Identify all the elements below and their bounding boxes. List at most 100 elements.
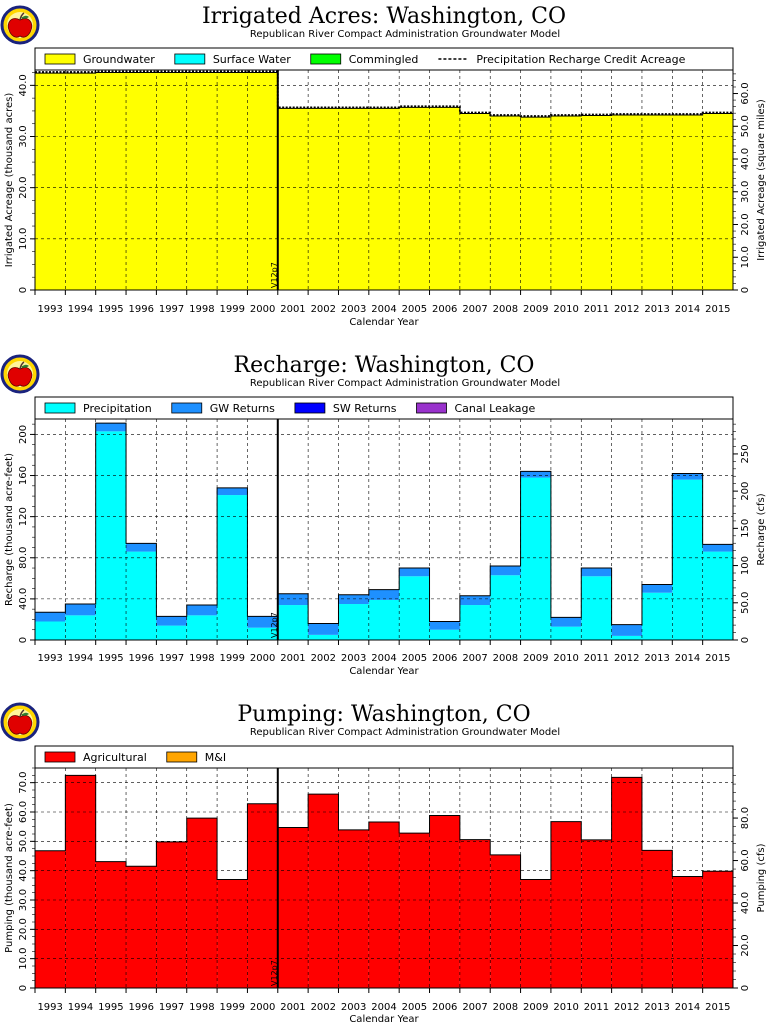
irrigated-bar-groundwater-1995: [95, 72, 127, 290]
pumping-xlabel: Calendar Year: [349, 1014, 419, 1024]
recharge-bar-gw-returns-2007: [459, 595, 491, 606]
irrigated-xtick-label-2004: 2004: [371, 304, 396, 315]
recharge-bar-precipitation-2003: [338, 604, 369, 640]
irrigated-xtick-label-2010: 2010: [553, 304, 578, 315]
recharge-xtick-label-2004: 2004: [371, 653, 396, 664]
pumping-bar-agricultural-1996: [126, 866, 157, 988]
recharge-bar-precipitation-2005: [399, 576, 430, 640]
recharge-bar-precipitation-2002: [308, 634, 339, 640]
irrigated-chart: Irrigated Acres: Washington, CORepublica…: [4, 4, 767, 328]
pumping-bar-agricultural-2001: [277, 827, 309, 988]
irrigated-subtitle: Republican River Compact Administration …: [250, 29, 560, 40]
irrigated-bar-groundwater-2014: [672, 115, 703, 290]
irrigated-legend-label-1: Surface Water: [213, 53, 291, 66]
recharge-bar-gw-returns-1999: [217, 487, 248, 496]
recharge-xlabel: Calendar Year: [349, 666, 419, 677]
recharge-xtick-label-2001: 2001: [280, 653, 305, 664]
recharge-bar-gw-returns-1996: [126, 543, 157, 552]
irrigated-bar-groundwater-1998: [186, 72, 218, 290]
recharge-apple-logo-icon: [0, 354, 40, 394]
logo-apple-stem: [19, 361, 25, 370]
recharge-y2tick-label-5: 250: [740, 444, 751, 463]
recharge-y2tick-label-2: 100: [740, 556, 751, 575]
logo-apple: [7, 367, 33, 387]
recharge-bar-precipitation-2009: [520, 477, 551, 640]
recharge-xtick-label-2002: 2002: [311, 653, 336, 664]
irrigated-bar-groundwater-2000: [247, 72, 278, 290]
recharge-xtick-label-2011: 2011: [584, 653, 609, 664]
irrigated-xtick-label-2013: 2013: [644, 304, 669, 315]
recharge-bar-gw-returns-2006: [429, 621, 460, 630]
recharge-bar-gw-returns-1997: [156, 616, 187, 626]
pumping-y2tick-label-1: 20.0: [740, 934, 751, 956]
recharge-ytick-label-1: 40.0: [18, 588, 29, 610]
pumping-bar-agricultural-2013: [641, 850, 673, 988]
recharge-title: Recharge: Washington, CO: [234, 353, 535, 378]
recharge-bar-precipitation-1993: [35, 621, 66, 640]
irrigated-version-marker-label: V12p7: [270, 262, 279, 288]
irrigated-bar-groundwater-2001: [277, 108, 309, 290]
irrigated-xtick-label-1995: 1995: [98, 304, 123, 315]
irrigated-xtick-label-2014: 2014: [675, 304, 700, 315]
irrigated-bar-groundwater-2013: [641, 115, 673, 290]
pumping-xtick-label-2011: 2011: [584, 1002, 609, 1013]
recharge-xtick-label-1995: 1995: [98, 653, 123, 664]
recharge-y2tick-label-3: 150: [740, 519, 751, 538]
irrigated-xtick-label-2015: 2015: [705, 304, 730, 315]
irrigated-xtick-label-2007: 2007: [462, 304, 487, 315]
pumping-xtick-label-2010: 2010: [553, 1002, 578, 1013]
irrigated-legend-label-0: Groundwater: [83, 53, 155, 66]
recharge-bar-precipitation-2011: [581, 576, 612, 640]
irrigated-legend-label-3: Precipitation Recharge Credit Acreage: [476, 53, 685, 66]
recharge-bar-precipitation-2013: [641, 592, 673, 640]
recharge-xtick-label-2006: 2006: [432, 653, 457, 664]
irrigated-xtick-label-1998: 1998: [189, 304, 214, 315]
recharge-bar-precipitation-1995: [95, 431, 127, 640]
pumping-bar-agricultural-1997: [156, 841, 187, 988]
recharge-xtick-label-2014: 2014: [675, 653, 700, 664]
pumping-y2label: Pumping (cfs): [756, 843, 767, 912]
recharge-bar-precipitation-1998: [186, 615, 218, 640]
recharge-bar-gw-returns-2012: [611, 624, 642, 636]
irrigated-ytick-label-4: 40.0: [18, 74, 29, 96]
irrigated-ytick-label-0: 0: [18, 287, 29, 293]
recharge-plot-frame: [34, 418, 734, 641]
irrigated-bar-groundwater-2008: [490, 116, 521, 290]
recharge-xtick-label-2008: 2008: [493, 653, 518, 664]
pumping-xtick-label-1997: 1997: [159, 1002, 184, 1013]
irrigated-legend-swatch-2: [310, 53, 342, 65]
irrigated-xtick-label-2003: 2003: [341, 304, 366, 315]
pumping-bar-agricultural-2002: [308, 794, 339, 988]
irrigated-y2tick-label-3: 30.0: [740, 181, 751, 203]
recharge-y2tick-label-0: 0: [740, 637, 751, 643]
irrigated-y2label: Irrigated Acreage (square miles): [756, 99, 767, 261]
logo-apple: [7, 715, 33, 735]
recharge-xtick-label-2013: 2013: [644, 653, 669, 664]
pumping-ytick-label-5: 50.0: [18, 830, 29, 852]
recharge-bar-precipitation-1997: [156, 625, 187, 640]
pumping-xtick-label-1999: 1999: [220, 1002, 245, 1013]
recharge-legend-swatch-2: [294, 402, 326, 414]
recharge-legend-label-1: GW Returns: [210, 402, 275, 415]
recharge-bar-precipitation-2012: [611, 635, 642, 640]
recharge-ytick-label-2: 80.0: [18, 547, 29, 569]
pumping-bar-agricultural-2004: [368, 821, 400, 988]
irrigated-bar-groundwater-2010: [550, 116, 582, 290]
recharge-xtick-label-1997: 1997: [159, 653, 184, 664]
recharge-bar-precipitation-2004: [368, 599, 400, 640]
pumping-xtick-label-2002: 2002: [311, 1002, 336, 1013]
irrigated-y2tick-label-1: 10.0: [740, 246, 751, 268]
pumping-subtitle: Republican River Compact Administration …: [250, 727, 560, 738]
recharge-bar-gw-returns-1995: [95, 423, 127, 432]
irrigated-xtick-label-2006: 2006: [432, 304, 457, 315]
recharge-bar-precipitation-2015: [702, 551, 733, 640]
recharge-y2label: Recharge (cfs): [756, 493, 767, 565]
pumping-xtick-label-2003: 2003: [341, 1002, 366, 1013]
recharge-bar-precipitation-1999: [217, 495, 248, 640]
recharge-xtick-label-1999: 1999: [220, 653, 245, 664]
pumping-bar-agricultural-1994: [65, 775, 96, 988]
pumping-legend-swatch-0: [44, 751, 76, 763]
irrigated-ytick-label-1: 10.0: [18, 228, 29, 250]
pumping-xtick-label-2013: 2013: [644, 1002, 669, 1013]
